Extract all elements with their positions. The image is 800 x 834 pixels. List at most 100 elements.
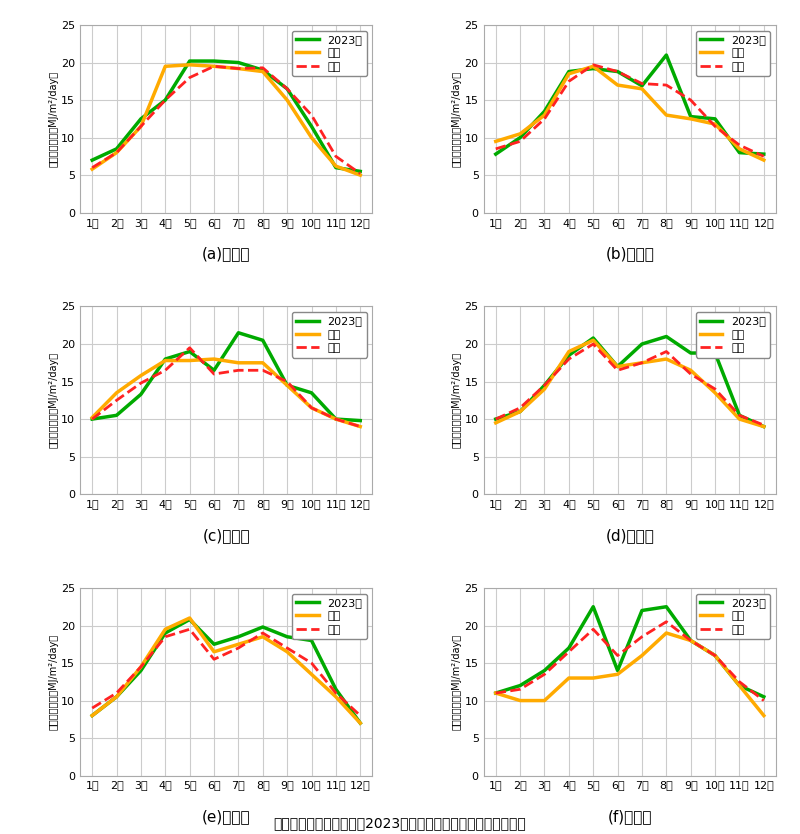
2023年 xyxy=(491,414,501,425)
前年 xyxy=(355,170,365,180)
前年 xyxy=(234,358,243,368)
前年 xyxy=(234,640,243,650)
例年 xyxy=(759,696,769,706)
前年 xyxy=(112,692,122,702)
Line: 例年: 例年 xyxy=(496,622,764,701)
Text: 図２　主要都市における2023年、前年、例年の日射量の月変化: 図２ 主要都市における2023年、前年、例年の日射量の月変化 xyxy=(274,816,526,830)
2023年 xyxy=(331,684,341,694)
Y-axis label: 月平均日射量（MJ/m²/day）: 月平均日射量（MJ/m²/day） xyxy=(48,634,58,730)
2023年 xyxy=(306,636,316,646)
2023年 xyxy=(734,148,744,158)
例年 xyxy=(564,77,574,87)
2023年 xyxy=(185,615,194,625)
2023年 xyxy=(613,67,622,77)
2023年 xyxy=(87,155,97,165)
例年 xyxy=(112,688,122,698)
Line: 前年: 前年 xyxy=(496,633,764,716)
2023年 xyxy=(112,692,122,702)
前年 xyxy=(491,688,501,698)
2023年 xyxy=(87,711,97,721)
Text: (a)　札幌: (a) 札幌 xyxy=(202,247,250,261)
前年 xyxy=(331,692,341,702)
例年 xyxy=(734,140,744,150)
例年 xyxy=(589,339,598,349)
前年 xyxy=(136,662,146,672)
例年 xyxy=(637,78,646,88)
前年 xyxy=(564,347,574,357)
例年 xyxy=(282,83,292,93)
例年 xyxy=(258,63,267,73)
前年 xyxy=(136,370,146,380)
2023年 xyxy=(136,114,146,124)
例年 xyxy=(355,168,365,178)
例年 xyxy=(662,80,671,90)
例年 xyxy=(306,403,316,413)
例年 xyxy=(331,414,341,425)
前年 xyxy=(258,67,267,77)
Text: (d)　大阪: (d) 大阪 xyxy=(606,528,654,543)
2023年 xyxy=(136,666,146,676)
前年 xyxy=(759,422,769,432)
例年 xyxy=(613,651,622,661)
2023年 xyxy=(686,636,695,646)
例年 xyxy=(87,414,97,425)
2023年 xyxy=(759,692,769,702)
2023年 xyxy=(734,681,744,691)
前年 xyxy=(306,670,316,680)
例年 xyxy=(613,67,622,77)
Text: (b)　仙台: (b) 仙台 xyxy=(606,247,654,261)
2023年 xyxy=(540,380,550,390)
前年 xyxy=(686,114,695,124)
Line: 前年: 前年 xyxy=(92,359,360,427)
Line: 2023年: 2023年 xyxy=(496,55,764,154)
2023年 xyxy=(258,622,267,632)
前年 xyxy=(161,624,170,635)
2023年 xyxy=(258,65,267,75)
2023年 xyxy=(564,350,574,360)
Legend: 2023年, 前年, 例年: 2023年, 前年, 例年 xyxy=(695,594,770,639)
例年 xyxy=(637,358,646,368)
Legend: 2023年, 前年, 例年: 2023年, 前年, 例年 xyxy=(292,594,367,639)
2023年 xyxy=(662,50,671,60)
前年 xyxy=(87,711,97,721)
前年 xyxy=(589,673,598,683)
Legend: 2023年, 前年, 例年: 2023年, 前年, 例年 xyxy=(695,31,770,76)
2023年 xyxy=(185,56,194,66)
Line: 例年: 例年 xyxy=(92,630,360,716)
2023年 xyxy=(491,149,501,159)
2023年 xyxy=(112,143,122,153)
2023年 xyxy=(491,688,501,698)
前年 xyxy=(210,62,219,72)
例年 xyxy=(112,148,122,158)
前年 xyxy=(710,388,720,398)
例年 xyxy=(331,152,341,162)
前年 xyxy=(734,143,744,153)
Text: (f)　那覇: (f) 那覇 xyxy=(607,809,652,824)
例年 xyxy=(734,677,744,687)
例年 xyxy=(161,632,170,642)
2023年 xyxy=(637,605,646,615)
Line: 前年: 前年 xyxy=(496,67,764,160)
前年 xyxy=(258,632,267,642)
前年 xyxy=(306,133,316,143)
例年 xyxy=(564,647,574,657)
例年 xyxy=(589,624,598,635)
2023年 xyxy=(210,640,219,650)
例年 xyxy=(540,380,550,390)
前年 xyxy=(637,83,646,93)
例年 xyxy=(258,628,267,638)
例年 xyxy=(491,688,501,698)
2023年 xyxy=(589,333,598,343)
前年 xyxy=(515,696,525,706)
例年 xyxy=(210,655,219,665)
Y-axis label: 月平均日射量（MJ/m²/day）: 月平均日射量（MJ/m²/day） xyxy=(452,71,462,167)
2023年 xyxy=(210,365,219,375)
Line: 例年: 例年 xyxy=(496,65,764,157)
例年 xyxy=(234,63,243,73)
前年 xyxy=(112,388,122,398)
2023年 xyxy=(355,167,365,177)
前年 xyxy=(112,148,122,158)
Legend: 2023年, 前年, 例年: 2023年, 前年, 例年 xyxy=(292,312,367,358)
2023年 xyxy=(515,133,525,143)
前年 xyxy=(589,335,598,345)
